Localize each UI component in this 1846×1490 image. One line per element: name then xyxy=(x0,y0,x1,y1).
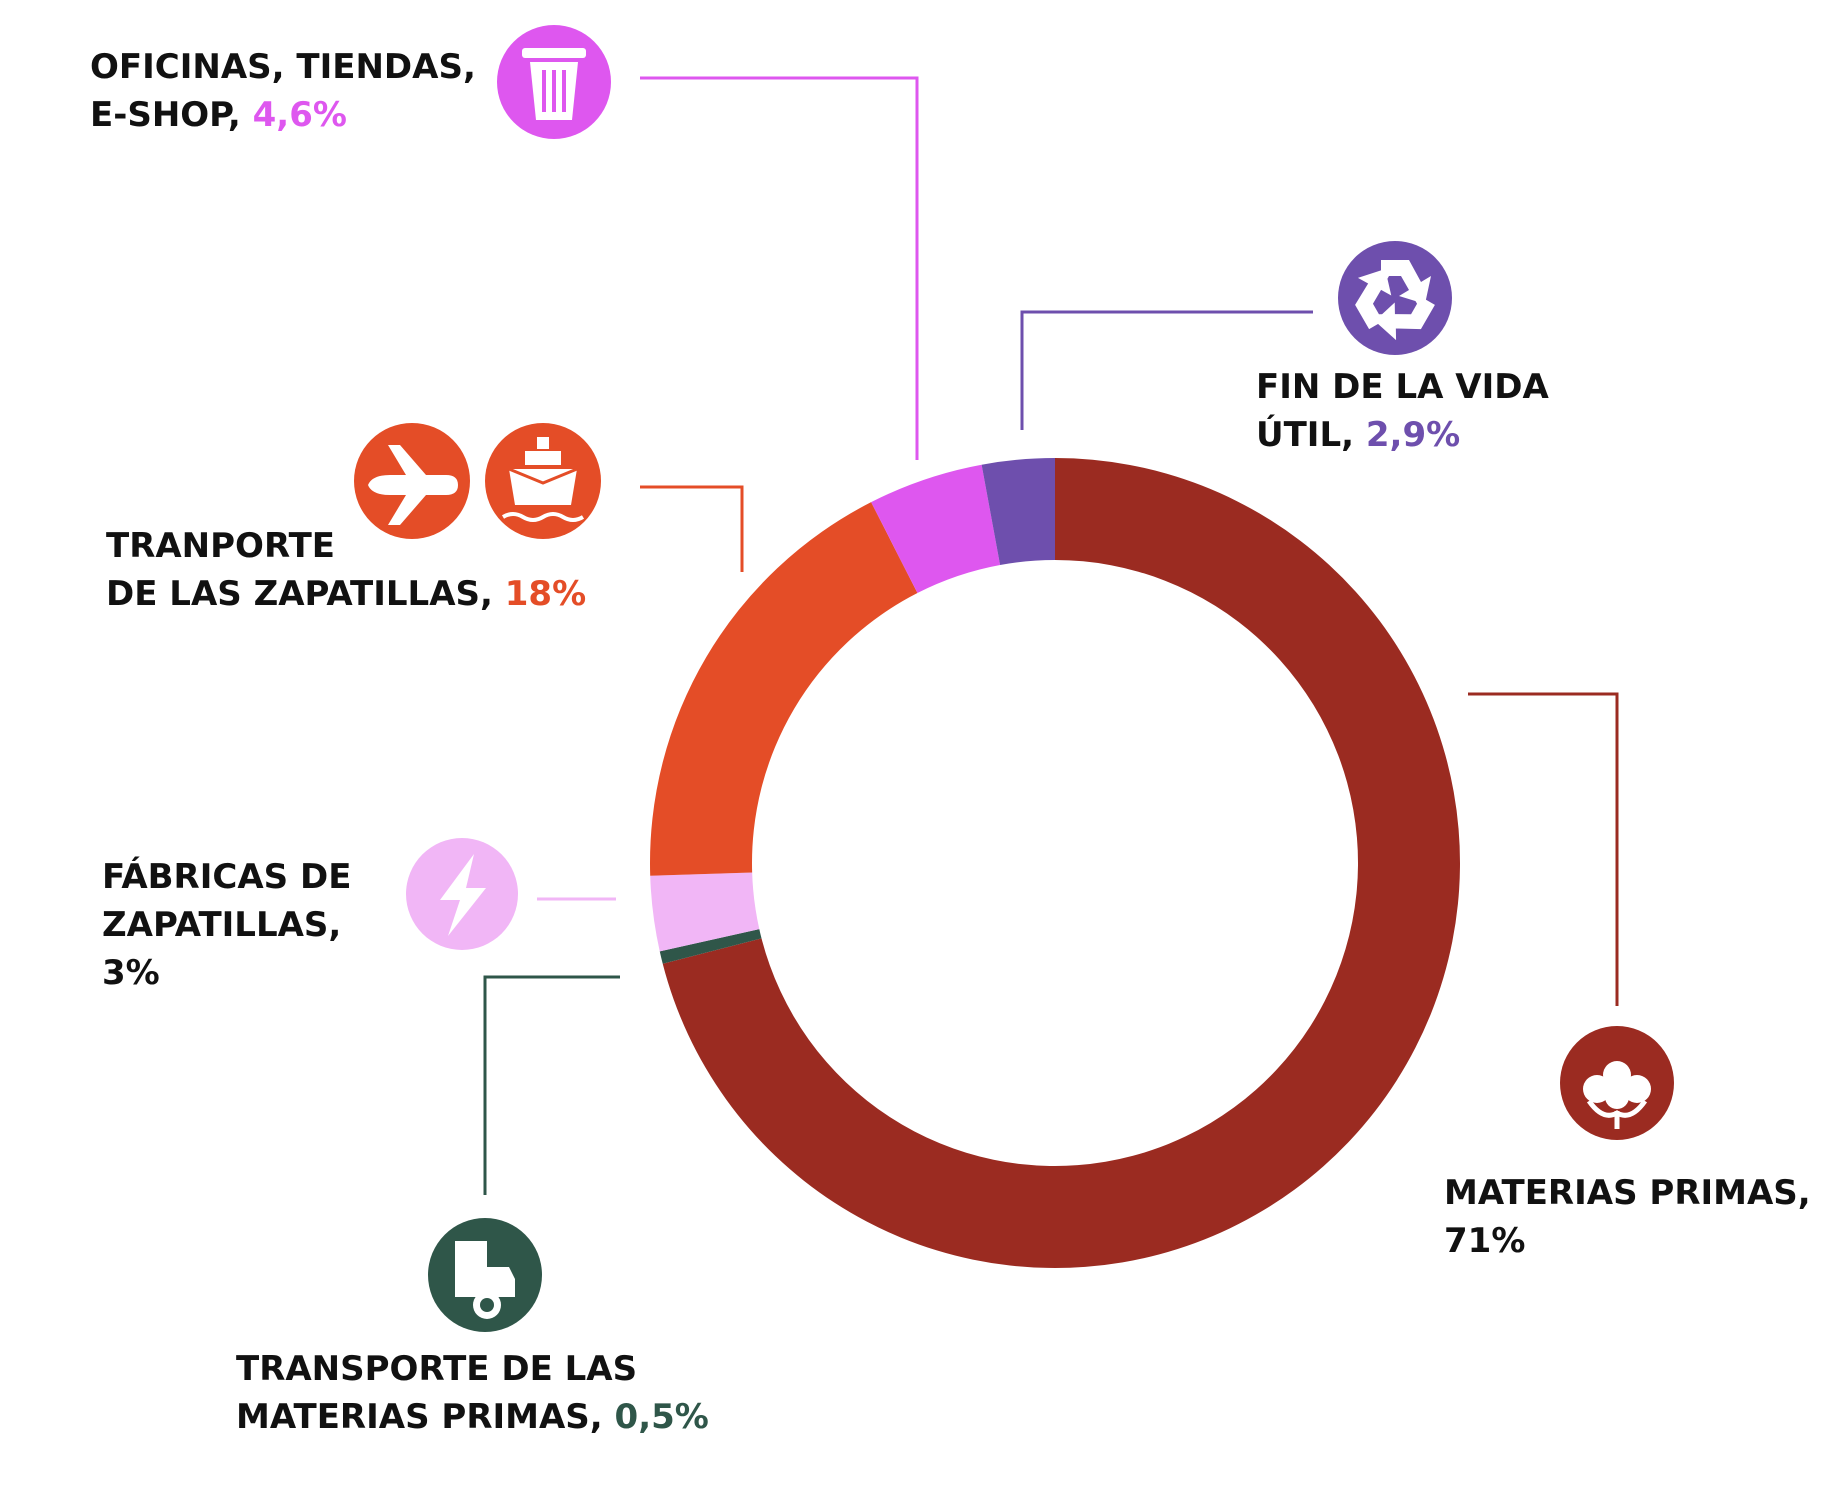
label-line: FÁBRICAS DE xyxy=(102,856,351,897)
value-label: 71% xyxy=(1444,1221,1525,1261)
label-text: OFICINAS, TIENDAS, xyxy=(90,47,476,87)
connector-materias-primas xyxy=(1468,692,1619,1006)
value-label: 3% xyxy=(102,953,160,993)
truck-icon xyxy=(428,1218,542,1332)
cotton-icon xyxy=(1560,1026,1674,1140)
slice-tranporte-de-las-zapatillas xyxy=(650,502,918,876)
label-tranporte-de-las-zapatillas: TRANPORTE DE LAS ZAPATILLAS, 18% xyxy=(106,526,586,614)
label-transporte-de-las-materias-primas: TRANSPORTE DE LAS MATERIAS PRIMAS, 0,5% xyxy=(236,1349,709,1437)
label-line: E-SHOP, 4,6% xyxy=(90,95,347,135)
label-text: MATERIAS PRIMAS, xyxy=(236,1397,603,1437)
connector-oficinas-tiendas-e-shop xyxy=(640,76,919,460)
slice-transporte-de-las-materias-primas xyxy=(659,929,762,964)
ship-icon xyxy=(485,423,601,539)
label-line: DE LAS ZAPATILLAS, 18% xyxy=(106,574,586,614)
donut-slices xyxy=(650,458,1460,1268)
label-line: OFICINAS, TIENDAS, xyxy=(90,47,476,87)
slice-fin-de-la-vida-util xyxy=(981,458,1055,566)
label-fin-de-la-vida-util: FIN DE LA VIDA ÚTIL, 2,9% xyxy=(1256,367,1549,455)
slice-labels: MATERIAS PRIMAS, 71% TRANSPORTE DE LAS MATE… xyxy=(90,47,1811,1437)
label-text: DE LAS ZAPATILLAS, xyxy=(106,574,493,614)
label-line: ÚTIL, 2,9% xyxy=(1256,414,1460,455)
label-line: TRANSPORTE DE LAS xyxy=(236,1349,637,1389)
connector-fin-de-la-vida-util xyxy=(1020,310,1313,430)
slice-oficinas-tiendas-e-shop xyxy=(871,464,1001,594)
recycle-icon xyxy=(1338,241,1452,355)
label-line: ZAPATILLAS, xyxy=(102,905,341,945)
connector-lines xyxy=(483,76,1619,1195)
label-text: FÁBRICAS DE xyxy=(102,856,351,897)
value-label: 4,6% xyxy=(241,95,347,135)
connector-tranporte-de-las-zapatillas xyxy=(640,485,744,572)
label-text: MATERIAS PRIMAS, xyxy=(1444,1173,1811,1213)
label-line: MATERIAS PRIMAS, xyxy=(1444,1173,1811,1213)
label-text: TRANPORTE xyxy=(106,526,335,566)
value-label: 2,9% xyxy=(1354,415,1460,455)
label-text: FIN DE LA VIDA xyxy=(1256,367,1549,407)
label-text: E-SHOP, xyxy=(90,95,241,135)
label-text: TRANSPORTE DE LAS xyxy=(236,1349,637,1389)
category-icons xyxy=(354,25,1674,1332)
label-line: FIN DE LA VIDA xyxy=(1256,367,1549,407)
label-materias-primas: MATERIAS PRIMAS, 71% xyxy=(1444,1173,1811,1261)
label-text: ÚTIL, xyxy=(1256,414,1354,455)
label-line: TRANPORTE xyxy=(106,526,335,566)
value-label: 0,5% xyxy=(603,1397,709,1437)
label-line: MATERIAS PRIMAS, 0,5% xyxy=(236,1397,709,1437)
lightning-icon xyxy=(406,838,518,950)
trash-icon xyxy=(497,25,611,139)
value-label: 18% xyxy=(493,574,586,614)
label-oficinas-tiendas-e-shop: OFICINAS, TIENDAS, E-SHOP, 4,6% xyxy=(90,47,476,135)
label-fabricas-de-zapatillas: FÁBRICAS DE ZAPATILLAS, 3% xyxy=(102,856,351,993)
slice-fabricas-de-zapatillas xyxy=(650,872,760,952)
connector-transporte-de-las-materias-primas xyxy=(483,975,620,1195)
label-text: ZAPATILLAS, xyxy=(102,905,341,945)
airplane-icon xyxy=(354,423,470,539)
